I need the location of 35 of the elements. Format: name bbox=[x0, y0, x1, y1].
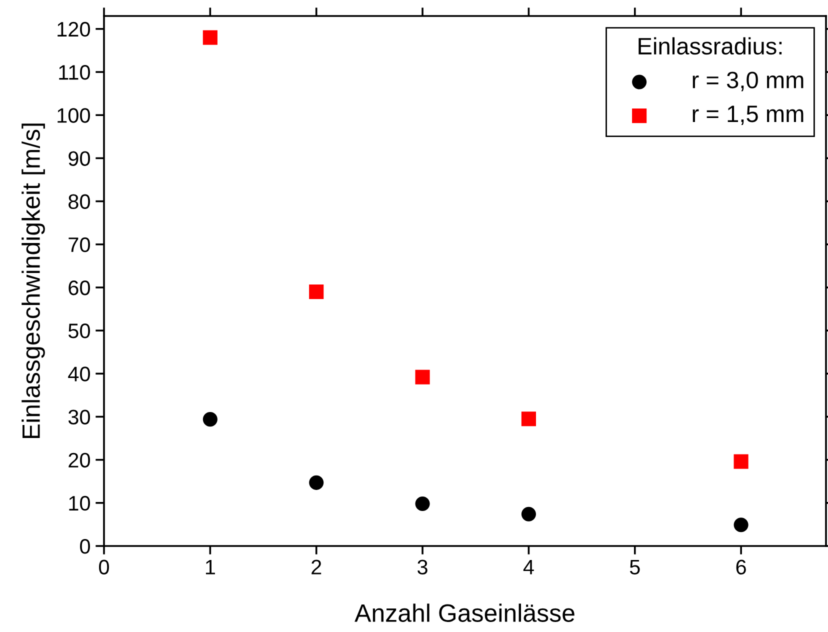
x-axis-title: Anzahl Gaseinlässe bbox=[354, 604, 574, 622]
y-tick-label: 80 bbox=[68, 194, 90, 210]
y-axis-title: Einlassgeschwindigkeit [m/s] bbox=[22, 124, 45, 438]
y-tick-label: 70 bbox=[68, 237, 90, 252]
legend-label: r = 1,5 mm bbox=[692, 106, 804, 126]
point bbox=[415, 496, 430, 512]
y-tick-label: 110 bbox=[59, 65, 90, 80]
y-tick-label: 100 bbox=[58, 108, 90, 123]
y-tick-label: 40 bbox=[68, 366, 90, 382]
point bbox=[309, 284, 324, 300]
point bbox=[734, 518, 748, 532]
x-tick-label: 6 bbox=[736, 560, 746, 574]
point bbox=[521, 412, 536, 426]
legend-label: r = 3,0 mm bbox=[692, 72, 804, 92]
x-tick-label: 2 bbox=[312, 560, 322, 574]
y-tick-label: 10 bbox=[69, 496, 90, 511]
y-tick-label: 60 bbox=[68, 280, 90, 296]
y-tick-label: 30 bbox=[68, 410, 90, 424]
point bbox=[521, 506, 536, 522]
point bbox=[415, 370, 430, 384]
y-tick-label: 0 bbox=[80, 539, 90, 554]
x-tick-label: 4 bbox=[523, 560, 534, 574]
y-tick-label: 120 bbox=[58, 22, 90, 37]
y-tick-label: 50 bbox=[68, 324, 90, 338]
x-tick-label: 1 bbox=[206, 560, 215, 574]
x-tick-label: 0 bbox=[99, 560, 109, 574]
legend-title: Einlassradius: bbox=[638, 37, 782, 55]
y-tick-label: 90 bbox=[68, 151, 90, 166]
x-tick-label: 3 bbox=[418, 560, 428, 574]
point bbox=[734, 454, 748, 469]
y-tick-label: 20 bbox=[68, 452, 90, 468]
x-tick-label: 5 bbox=[630, 560, 640, 574]
point bbox=[202, 412, 218, 427]
point bbox=[309, 475, 324, 490]
point bbox=[202, 30, 218, 45]
